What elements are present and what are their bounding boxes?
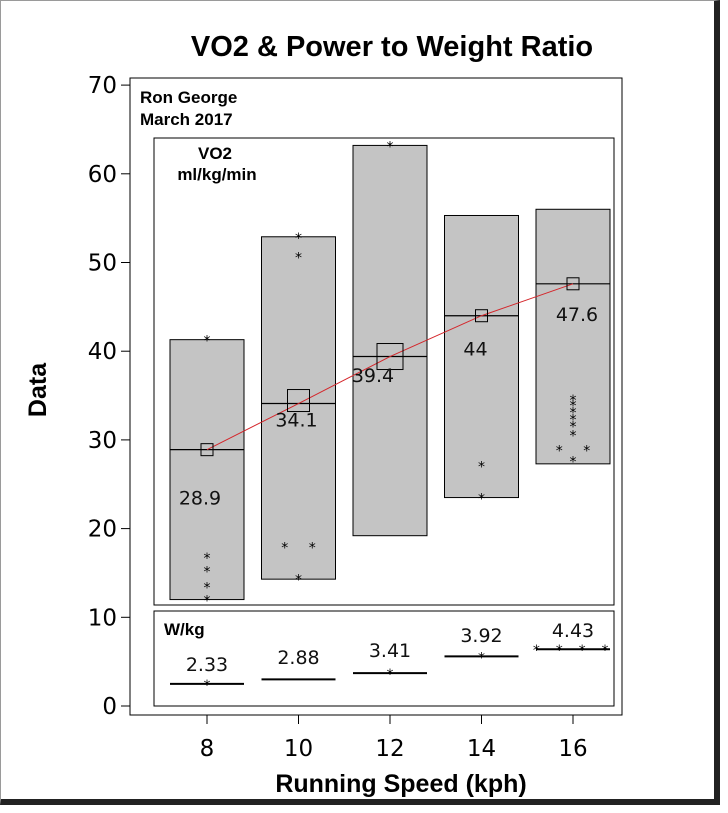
- wkg-value-label: 2.33: [186, 654, 228, 676]
- y-axis-title: Data: [24, 362, 52, 417]
- vo2-mean-marker: [566, 277, 580, 291]
- vo2-point: *: [204, 564, 211, 580]
- x-tick-label: 14: [467, 736, 496, 762]
- wkg-value-label: 3.41: [369, 640, 411, 662]
- wkg-point: *: [533, 643, 540, 659]
- y-tick-label: 50: [88, 251, 117, 277]
- y-tick-label: 0: [102, 694, 117, 720]
- vo2-mean-label: 39.4: [352, 365, 394, 387]
- vo2-box: [261, 236, 336, 580]
- vo2-point: *: [570, 406, 577, 422]
- vo2-point: *: [204, 334, 211, 350]
- vo2-point: *: [281, 540, 288, 556]
- wkg-point: *: [556, 643, 563, 659]
- vo2-point: *: [204, 594, 211, 610]
- vo2-mean-connector: [206, 283, 574, 451]
- wkg-value-label: 3.92: [460, 625, 502, 647]
- vo2-point: *: [556, 444, 563, 460]
- wkg-point: *: [478, 650, 485, 666]
- x-tick-label: 10: [284, 736, 313, 762]
- author-label: Ron George: [140, 88, 237, 107]
- vo2-unit-label: ml/kg/min: [177, 165, 256, 184]
- y-tick-label: 70: [88, 73, 117, 99]
- vo2-mean-label: 28.9: [179, 488, 221, 510]
- vo2-mean-marker: [475, 309, 488, 323]
- boxes-group: [169, 144, 611, 685]
- vo2-point: *: [583, 444, 590, 460]
- vo2-point: *: [295, 250, 302, 266]
- chart-title: VO2 & Power to Weight Ratio: [191, 31, 593, 63]
- y-tick-label: 10: [88, 605, 117, 631]
- vo2-box: [169, 339, 245, 601]
- wkg-point: *: [204, 678, 211, 694]
- vo2-box: [352, 144, 428, 537]
- vo2-point: *: [309, 540, 316, 556]
- vo2-point: *: [204, 551, 211, 567]
- wkg-point: *: [579, 643, 586, 659]
- vo2-point: *: [570, 429, 577, 445]
- vo2-point: *: [387, 139, 394, 155]
- vo2-mean-marker: [200, 443, 214, 457]
- wkg-panel-label: W/kg: [164, 620, 205, 639]
- y-tick-label: 20: [88, 517, 117, 543]
- vo2-point: *: [570, 398, 577, 414]
- x-tick-label: 8: [200, 736, 215, 762]
- x-tick-label: 12: [375, 736, 404, 762]
- vo2-point: *: [295, 572, 302, 588]
- vo2-point: *: [478, 460, 485, 476]
- vo2-mean-label: 44: [463, 339, 487, 361]
- vo2-mean-label: 47.6: [556, 304, 598, 326]
- vo2-mean-marker: [287, 389, 310, 413]
- vo2-mean-label: 34.1: [275, 409, 317, 431]
- vo2-point: *: [295, 231, 302, 247]
- y-tick-label: 40: [88, 339, 117, 365]
- x-tick-label: 16: [558, 736, 587, 762]
- x-axis-title: Running Speed (kph): [275, 770, 526, 798]
- vo2-point: *: [204, 580, 211, 596]
- vo2-point: *: [570, 413, 577, 429]
- vo2-point: *: [570, 454, 577, 470]
- wkg-panel: [153, 610, 615, 707]
- vo2-box: [535, 208, 611, 465]
- vo2-box: [444, 214, 519, 499]
- vo2-panel-label: VO2: [198, 144, 232, 163]
- vo2-point: *: [478, 492, 485, 508]
- y-tick-label: 30: [88, 428, 117, 454]
- date-label: March 2017: [140, 110, 233, 129]
- wkg-point: *: [602, 643, 609, 659]
- wkg-value-label: 4.43: [552, 620, 594, 642]
- y-tick-label: 60: [88, 162, 117, 188]
- vo2-point: *: [570, 393, 577, 409]
- vo2-mean-marker: [376, 343, 404, 371]
- wkg-value-label: 2.88: [277, 647, 319, 669]
- axes-group: 0 10 20 30 40 50 60 70 8 10 12 14 16: [88, 73, 588, 762]
- wkg-point: *: [387, 667, 394, 683]
- vo2-point: *: [570, 420, 577, 436]
